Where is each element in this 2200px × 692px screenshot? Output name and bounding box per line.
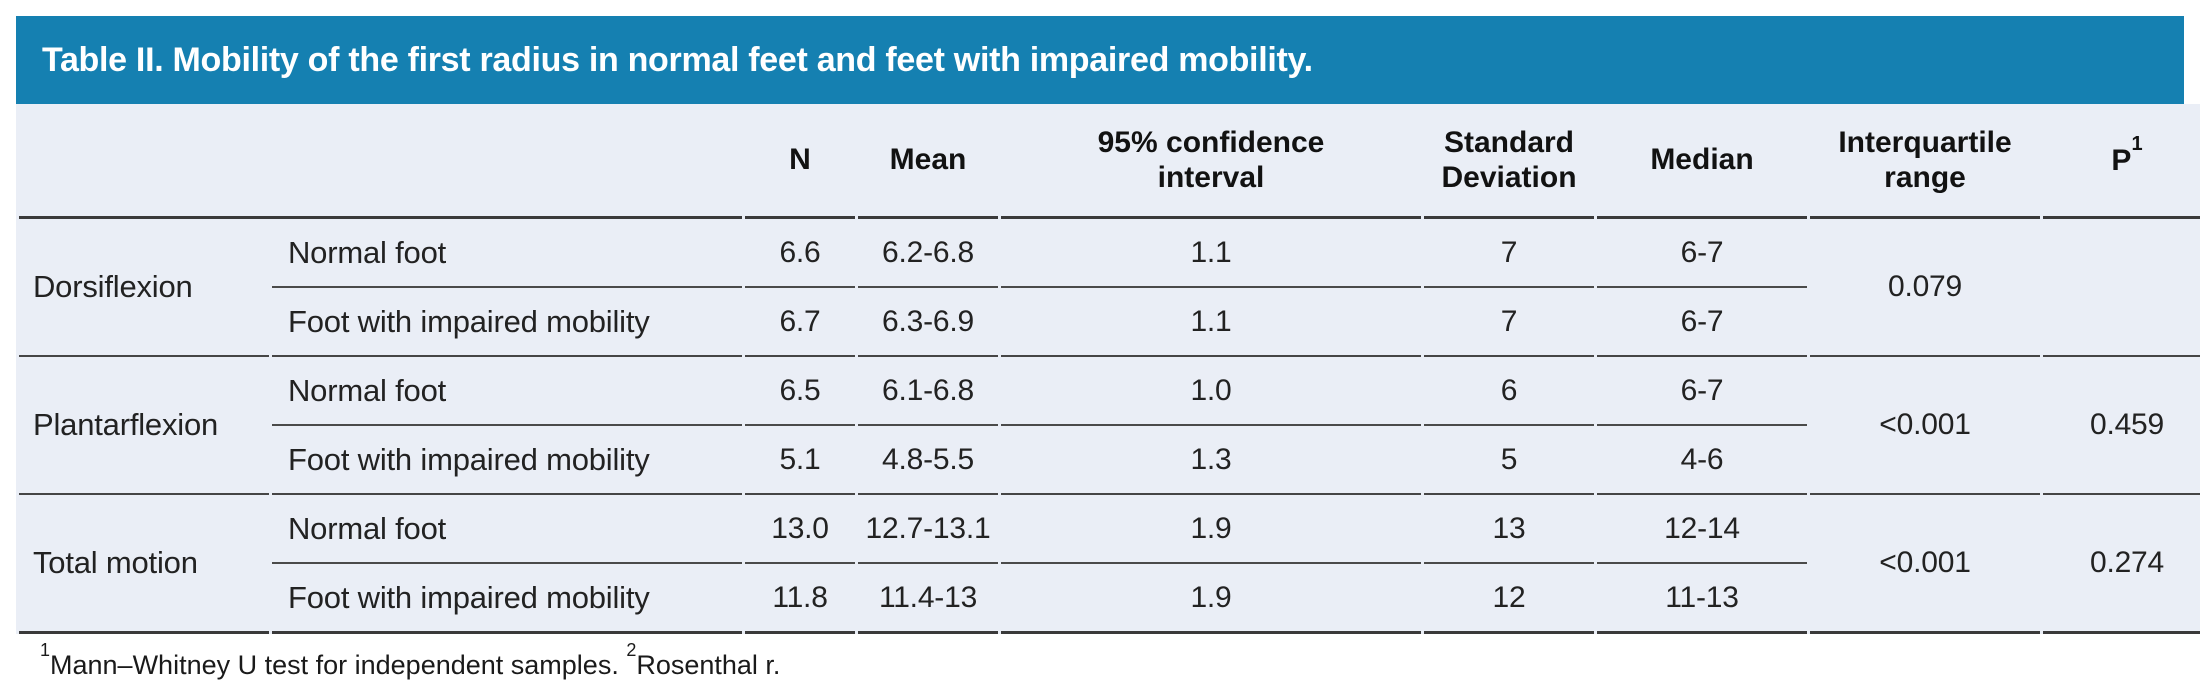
table-row: Foot with impaired mobility 6.7 6.3-6.9 …: [19, 288, 2200, 357]
header-row: N Mean 95% confidence interval Standard …: [19, 104, 2200, 219]
header-mean-label: Mean: [889, 143, 967, 177]
group-label-plantarflexion: Plantarflexion: [19, 357, 269, 495]
header-sd: Standard Deviation: [1424, 104, 1594, 219]
cell-n: 6.6: [745, 219, 855, 288]
header-iqr: Interquartile range: [1810, 104, 2040, 219]
row-label: Foot with impaired mobility: [272, 288, 742, 357]
footnote-marker-2: 2: [626, 639, 637, 660]
table-row: Foot with impaired mobility 5.1 4.8-5.5 …: [19, 426, 2200, 495]
cell-sd: 7: [1424, 219, 1594, 288]
cell-n: 11.8: [745, 564, 855, 634]
cell-ci: 1.1: [1001, 219, 1421, 288]
table-row: Total motion Normal foot 13.0 12.7-13.1 …: [19, 495, 2200, 634]
table-row: Plantarflexion Normal foot 6.5 6.1-6.8 1…: [19, 357, 2200, 495]
header-sd-label: Standard Deviation: [1441, 125, 1577, 194]
row-label: Foot with impaired mobility: [272, 426, 742, 495]
row-label: Normal foot: [272, 495, 742, 564]
cell-sd: 12: [1424, 564, 1594, 634]
table-row: Dorsiflexion Normal foot 6.6 6.2-6.8 1.1…: [19, 219, 2200, 357]
header-mean: Mean: [858, 104, 998, 219]
row-label: Normal foot: [272, 219, 742, 288]
cell-n: 13.0: [745, 495, 855, 564]
cell-iqr: <0.001: [1810, 357, 2040, 495]
header-median: Median: [1597, 104, 1807, 219]
cell-n: 6.5: [745, 357, 855, 426]
header-n-label: N: [789, 143, 811, 177]
cell-ci: 1.1: [1001, 288, 1421, 357]
cell-ci: 1.0: [1001, 357, 1421, 426]
cell-mean: 6.1-6.8: [858, 357, 998, 426]
row-label: Normal foot: [272, 357, 742, 426]
cell-mean: 11.4-13: [858, 564, 998, 634]
table-title: Table II. Mobility of the first radius i…: [42, 40, 1313, 79]
header-empty: [19, 104, 742, 219]
footnote-text-1: Mann–Whitney U test for independent samp…: [50, 650, 627, 680]
group-label-dorsiflexion: Dorsiflexion: [19, 219, 269, 357]
cell-ci: 1.9: [1001, 495, 1421, 564]
footnote: 1Mann–Whitney U test for independent sam…: [40, 640, 2184, 681]
cell-mean: 6.3-6.9: [858, 288, 998, 357]
cell-sd: 6: [1424, 357, 1594, 426]
group-label-total-motion: Total motion: [19, 495, 269, 634]
cell-sd: 7: [1424, 288, 1594, 357]
cell-ci: 1.3: [1001, 426, 1421, 495]
cell-mean: 6.2-6.8: [858, 219, 998, 288]
cell-p: [2043, 219, 2200, 357]
header-iqr-label: Interquartile range: [1838, 125, 2012, 194]
cell-mean: 12.7-13.1: [858, 495, 998, 564]
cell-iqr: <0.001: [1810, 495, 2040, 634]
footnote-marker-1: 1: [40, 639, 51, 660]
header-p-label: P: [2111, 143, 2132, 177]
header-n: N: [745, 104, 855, 219]
header-ci: 95% confidence interval: [1001, 104, 1421, 219]
row-label: Foot with impaired mobility: [272, 564, 742, 634]
header-ci-label: 95% confidence interval: [1097, 125, 1325, 194]
cell-iqr: 0.079: [1810, 219, 2040, 357]
cell-median: 6-7: [1597, 357, 1807, 426]
footnote-text-2: Rosenthal r.: [636, 650, 781, 680]
table-row: Foot with impaired mobility 11.8 11.4-13…: [19, 564, 2200, 634]
header-p: P1: [2043, 104, 2200, 219]
cell-median: 11-13: [1597, 564, 1807, 634]
cell-sd: 13: [1424, 495, 1594, 564]
cell-median: 12-14: [1597, 495, 1807, 564]
statistics-table: N Mean 95% confidence interval Standard …: [16, 104, 2200, 634]
cell-n: 6.7: [745, 288, 855, 357]
cell-sd: 5: [1424, 426, 1594, 495]
cell-median: 6-7: [1597, 219, 1807, 288]
cell-p: 0.274: [2043, 495, 2200, 634]
cell-p: 0.459: [2043, 357, 2200, 495]
header-median-label: Median: [1650, 143, 1754, 177]
cell-mean: 4.8-5.5: [858, 426, 998, 495]
cell-median: 6-7: [1597, 288, 1807, 357]
cell-ci: 1.9: [1001, 564, 1421, 634]
table-title-bar: Table II. Mobility of the first radius i…: [16, 16, 2184, 104]
cell-n: 5.1: [745, 426, 855, 495]
header-p-superscript: 1: [2131, 132, 2143, 155]
cell-median: 4-6: [1597, 426, 1807, 495]
